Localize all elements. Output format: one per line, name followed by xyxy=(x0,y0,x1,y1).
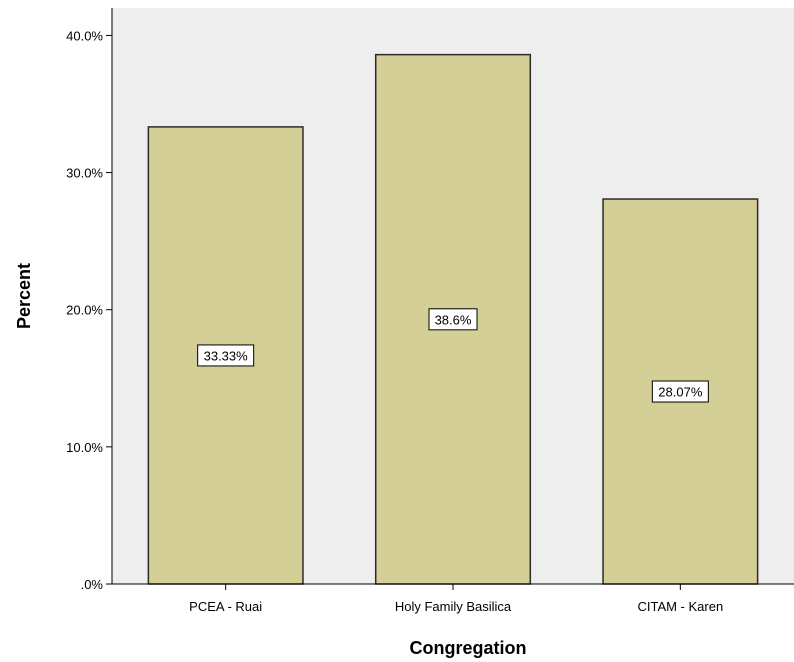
x-tick-label: PCEA - Ruai xyxy=(189,599,262,614)
y-axis-title: Percent xyxy=(14,263,34,329)
y-tick-label: 30.0% xyxy=(66,166,103,181)
y-tick-label: 10.0% xyxy=(66,440,103,455)
bars: 33.33% 38.6% 28.07% xyxy=(147,53,759,585)
data-label-box xyxy=(197,344,255,367)
x-tick-label: CITAM - Karen xyxy=(637,599,723,614)
data-label: 28.07% xyxy=(658,385,703,400)
data-label-box xyxy=(428,308,478,331)
x-axis-title: Congregation xyxy=(410,638,527,658)
x-axis-categories: PCEA - Ruai Holy Family Basilica CITAM - K… xyxy=(189,584,723,614)
y-tick-label: .0% xyxy=(81,577,104,592)
y-tick-label: 40.0% xyxy=(66,28,103,43)
data-label: 38.6% xyxy=(435,312,472,327)
data-label: 33.33% xyxy=(204,348,249,363)
y-tick-label: 20.0% xyxy=(66,303,103,318)
data-label-box xyxy=(651,380,709,403)
x-tick-label: Holy Family Basilica xyxy=(395,599,512,614)
y-axis-ticks: .0% 10.0% 20.0% 30.0% 40.0% xyxy=(66,28,112,592)
